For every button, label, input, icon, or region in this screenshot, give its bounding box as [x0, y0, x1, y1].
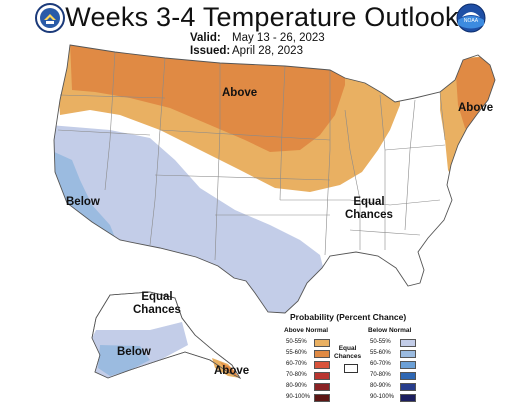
label-equal-chances-alaska-line2: Chances [133, 304, 181, 316]
noaa-logo-text: NOAA [464, 18, 479, 24]
label-equal-chances-alaska: Equal Chances [133, 291, 181, 317]
noaa-logo-icon: NOAA [456, 3, 486, 33]
legend-below-swatch [400, 350, 416, 358]
legend-below-swatch [400, 361, 416, 369]
label-equal-chances-east-line1: Equal [353, 196, 385, 208]
legend-equal-chances-line1: Equal [338, 345, 357, 352]
legend-above-swatch [314, 372, 330, 380]
legend-equal-chances-swatch [344, 364, 358, 373]
legend-above-label: 50-55% [286, 339, 307, 345]
valid-dates: May 13 - 26, 2023 [232, 32, 325, 44]
valid-label: Valid: [190, 32, 221, 44]
legend-equal-chances: Equal Chances [334, 345, 361, 361]
issued-date: April 28, 2023 [232, 45, 303, 57]
legend-above-label: 60-70% [286, 361, 307, 367]
legend-above-label: 55-60% [286, 350, 307, 356]
legend-below-header: Below Normal [368, 327, 412, 334]
conus-outline [53, 44, 496, 314]
legend-below-label: 60-70% [370, 361, 391, 367]
legend-below-label: 90-100% [370, 394, 395, 400]
legend-above-label: 80-90% [286, 383, 307, 389]
label-equal-chances-east-line2: Chances [345, 209, 393, 221]
label-equal-chances-alaska-line1: Equal [141, 291, 173, 303]
alaska-above-dark [220, 362, 238, 376]
legend-below-label: 80-90% [370, 383, 391, 389]
legend-below-swatch [400, 372, 416, 380]
legend-below-swatch [400, 394, 416, 402]
below-dark-region [54, 150, 118, 245]
legend-above-swatch [314, 339, 330, 347]
above-dark-region [70, 45, 345, 152]
issued-label: Issued: [190, 45, 231, 57]
legend-title: Probability (Percent Chance) [290, 312, 407, 322]
legend-below-label: 50-55% [370, 339, 391, 345]
label-above-north: Above [222, 87, 258, 99]
alaska-outline [91, 291, 242, 379]
legend-below-label: 55-60% [370, 350, 391, 356]
legend-above-label: 70-80% [286, 372, 307, 378]
page-title: Weeks 3-4 Temperature Outlook [65, 2, 459, 32]
state-boundaries [57, 51, 446, 261]
legend-equal-chances-line2: Chances [334, 353, 362, 360]
legend-above-swatch [314, 361, 330, 369]
alaska-below-dark [98, 345, 150, 376]
legend-above-header: Above Normal [284, 327, 329, 334]
legend-above-swatch [314, 350, 330, 358]
label-above-northeast: Above [458, 102, 494, 114]
label-equal-chances-east: Equal Chances [345, 196, 393, 222]
legend-below-label: 70-80% [370, 372, 391, 378]
legend-below-swatch [400, 383, 416, 391]
label-below-alaska: Below [117, 346, 151, 358]
commerce-seal-icon [35, 3, 65, 33]
legend-below-swatch [400, 339, 416, 347]
legend-above-label: 90-100% [286, 394, 311, 400]
below-light-region [54, 125, 325, 313]
label-above-alaska: Above [214, 365, 250, 377]
legend-above-swatch [314, 394, 330, 402]
legend-above-swatch [314, 383, 330, 391]
probability-legend: Probability (Percent Chance) Above Norma… [282, 312, 522, 404]
label-below-west: Below [66, 196, 100, 208]
